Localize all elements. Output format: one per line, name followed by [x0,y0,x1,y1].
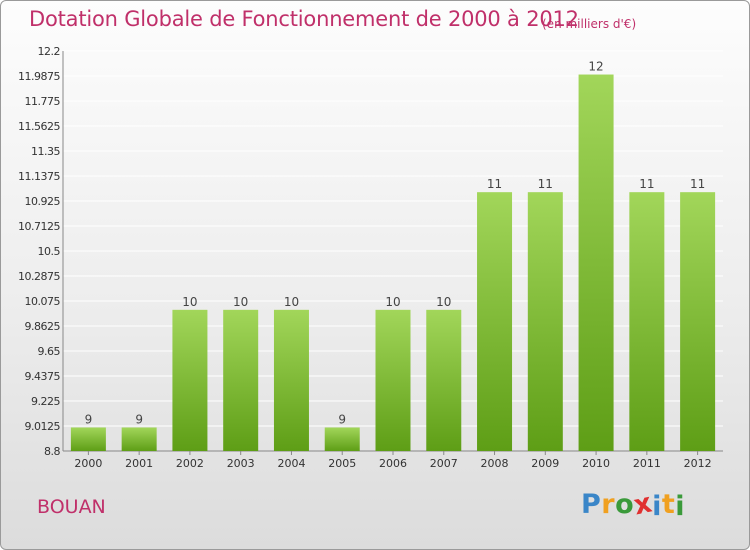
bar [70,427,106,451]
y-tick-label: 10.925 [25,195,61,208]
y-tick-label: 11.1375 [18,170,60,183]
bar [121,427,157,451]
data-label: 10 [233,295,248,309]
y-tick-label: 9.4375 [25,370,61,383]
x-tick-label: 2010 [582,457,610,470]
y-tick-label: 12.2 [38,45,61,58]
labels: 8.8 9.0125 9.225 9.4375 9.65 9.8625 10.075 10.2… [18,45,712,470]
y-tick-label: 11.5625 [18,120,60,133]
y-tick-label: 10.2875 [18,270,60,283]
proxiti-logo: Proxiti [581,487,686,522]
x-tick-label: 2006 [379,457,407,470]
y-tick-label: 10.7125 [18,220,60,233]
x-tick-label: 2003 [227,457,255,470]
y-tick-label: 11.9875 [18,70,60,83]
data-label: 11 [639,177,654,191]
bar [578,74,614,451]
x-tick-label: 2004 [277,457,305,470]
logo-letter: i [675,491,686,522]
data-label: 11 [538,177,553,191]
bar [172,309,208,451]
y-tick-label: 11.775 [25,95,61,108]
bar [324,427,360,451]
y-tick-label: 10.5 [38,245,61,258]
y-tick-label: 9.65 [38,345,61,358]
data-label: 11 [690,177,705,191]
x-tick-label: 2011 [633,457,661,470]
y-tick-label: 8.8 [44,445,60,458]
x-tick-label: 2001 [125,457,153,470]
bars [70,74,716,452]
data-label: 9 [85,412,93,426]
data-label: 9 [135,412,143,426]
x-tick-label: 2008 [481,457,509,470]
y-tick-label: 9.8625 [25,320,61,333]
x-tick-label: 2007 [430,457,458,470]
y-tick-label: 11.35 [31,145,60,158]
data-label: 10 [436,295,451,309]
bar [629,192,665,452]
logo-letter: i [652,491,662,522]
chart-title: Dotation Globale de Fonctionnement de 20… [29,7,579,31]
logo-letter: r [601,489,616,520]
data-label: 9 [338,412,346,426]
bar [273,309,309,451]
logo-letter: P [581,489,602,520]
bar [680,192,716,452]
town-name: BOUAN [37,496,106,518]
y-tick-label: 9.225 [31,395,60,408]
data-label: 10 [385,295,400,309]
data-label: 10 [182,295,197,309]
bar [477,192,513,452]
x-tick-label: 2005 [328,457,356,470]
bar [426,309,462,451]
x-tick-label: 2000 [74,457,102,470]
x-tick-label: 2002 [176,457,204,470]
logo-letter: o [615,489,635,520]
bar [527,192,563,452]
data-label: 11 [487,177,502,191]
x-tick-label: 2009 [531,457,559,470]
data-label: 12 [588,60,603,74]
data-label: 10 [284,295,299,309]
bar [223,309,259,451]
chart-subtitle: (en milliers d'€) [542,17,637,31]
y-tick-label: 9.0125 [25,420,61,433]
bar [375,309,411,451]
logo-letter: t [661,489,676,520]
y-tick-label: 10.075 [25,295,61,308]
x-tick-label: 2012 [684,457,712,470]
